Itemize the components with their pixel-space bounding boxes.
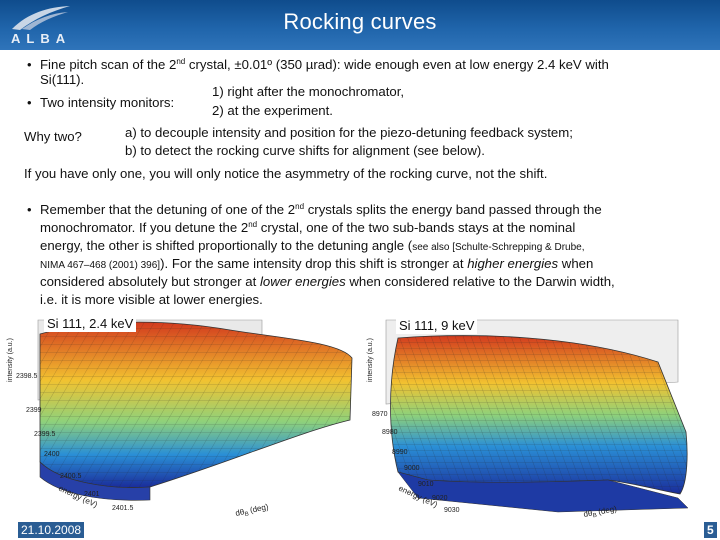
slide-title: Rocking curves xyxy=(283,9,437,34)
tick-label: 9000 xyxy=(404,465,420,472)
tick-label: 2401.5 xyxy=(112,505,134,512)
tick-label: 2399.5 xyxy=(34,431,56,438)
tick-label: 8980 xyxy=(382,429,398,436)
monitor-item-2: 2) at the experiment. xyxy=(212,103,333,118)
bullet-marker: • xyxy=(27,95,32,110)
logo-text: ALBA xyxy=(11,31,72,46)
remember-line-4: NIMA 467–468 (2001) 396]). For the same … xyxy=(40,256,594,271)
alba-logo: ALBA xyxy=(8,3,78,47)
tick-label: 2400 xyxy=(44,451,60,458)
intro-line-2: Si(111). xyxy=(40,72,85,87)
why-two-label: Why two? xyxy=(24,129,82,144)
remember-line-6: i.e. it is more visible at lower energie… xyxy=(40,292,263,307)
y-axis-label: dθB(deg) xyxy=(583,504,618,521)
only-one-note: If you have only one, you will only noti… xyxy=(24,166,548,181)
tick-label: 9010 xyxy=(418,481,434,488)
bullet-marker: • xyxy=(27,202,32,217)
remember-line-2: monochromator. If you detune the 2nd cry… xyxy=(40,220,576,235)
intro-line-1: Fine pitch scan of the 2nd crystal, ±0.0… xyxy=(40,57,609,72)
figure-label-right: Si 111, 9 keV xyxy=(396,318,478,334)
tick-label: 9020 xyxy=(432,495,448,502)
z-axis-label: intensity (a.u.) xyxy=(7,338,14,382)
figure-label-left: Si 111, 2.4 keV xyxy=(44,316,137,332)
tick-label: 2400.5 xyxy=(60,473,82,480)
z-axis-label: intensity (a.u.) xyxy=(367,338,374,382)
bullet-marker: • xyxy=(27,57,32,72)
tick-label: 8970 xyxy=(372,411,388,418)
figure-rocking-curve-2-4kev: intensity (a.u.) 2398.5 2399 2399.5 2400… xyxy=(0,312,358,522)
tick-label: 2401 xyxy=(84,491,100,498)
remember-line-3: energy, the other is shifted proportiona… xyxy=(40,238,585,253)
why-item-b: b) to detect the rocking curve shifts fo… xyxy=(125,143,485,158)
tick-label: 2399 xyxy=(26,407,42,414)
tick-label: 8990 xyxy=(392,449,408,456)
remember-line-5: considered absolutely but stronger at lo… xyxy=(40,274,615,289)
page-number: 5 xyxy=(704,522,717,538)
title-bar: ALBA Rocking curves xyxy=(0,0,720,50)
tick-label: 2398.5 xyxy=(16,373,38,380)
tick-label: 9030 xyxy=(444,507,460,514)
remember-line-1: Remember that the detuning of one of the… xyxy=(40,202,602,217)
why-item-a: a) to decouple intensity and position fo… xyxy=(125,125,573,140)
monitors-label: Two intensity monitors: xyxy=(40,95,175,110)
monitor-item-1: 1) right after the monochromator, xyxy=(212,84,405,99)
footer-date: 21.10.2008 xyxy=(18,522,85,538)
figure-rocking-curve-9kev: intensity (a.u.) 8970 8980 8990 9000 901… xyxy=(358,312,720,522)
y-axis-label: dθB(deg) xyxy=(235,502,270,520)
